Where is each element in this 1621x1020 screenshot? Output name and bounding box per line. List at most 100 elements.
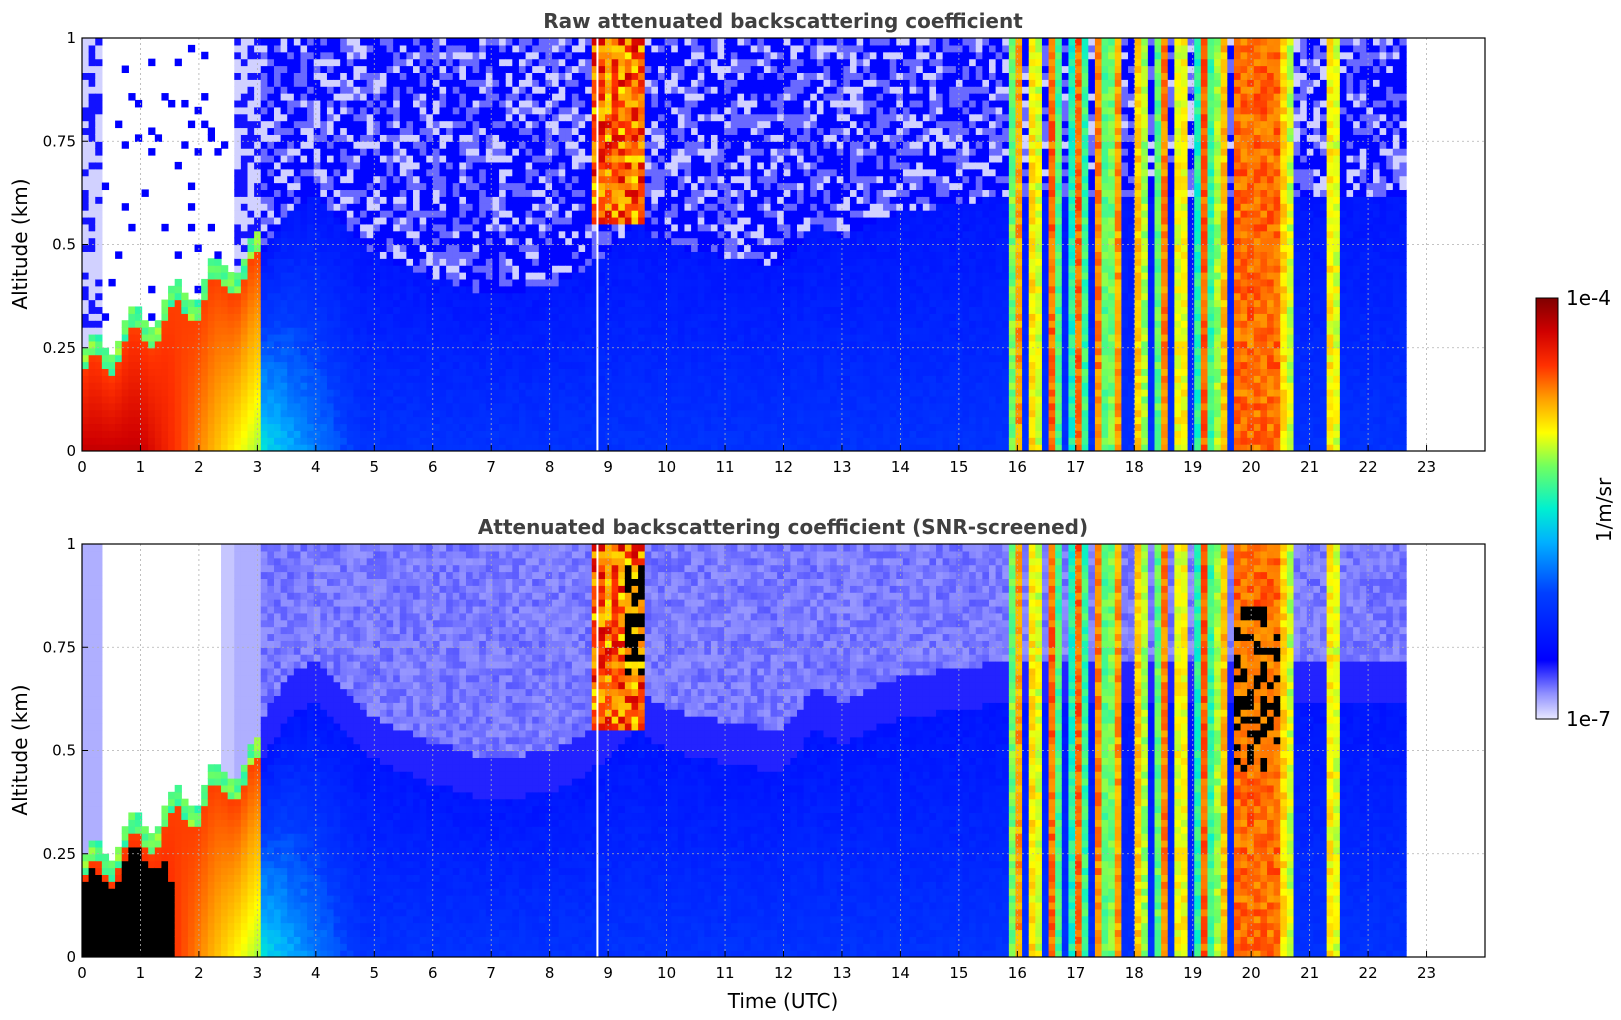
heatmap-cell [505, 258, 513, 266]
heatmap-cell [452, 313, 460, 321]
heatmap-cell [552, 79, 560, 87]
heatmap-cell [664, 409, 672, 418]
heatmap-cell [293, 79, 302, 87]
heatmap-cell [552, 86, 560, 94]
heatmap-cell [532, 161, 540, 170]
heatmap-cell [214, 278, 222, 287]
heatmap-cell [591, 423, 599, 431]
heatmap-cell [214, 437, 222, 445]
heatmap-cell [565, 389, 573, 397]
heatmap-cell [644, 127, 652, 135]
heatmap-cell [260, 347, 268, 356]
heatmap-cell [651, 230, 659, 239]
heatmap-cell [221, 382, 229, 390]
heatmap-cell [221, 416, 229, 425]
heatmap-cell [605, 134, 613, 142]
heatmap-cell [366, 113, 374, 122]
heatmap-cell [154, 361, 163, 369]
heatmap-cell [254, 306, 262, 314]
heatmap-cell [538, 38, 547, 46]
heatmap-cell [273, 402, 282, 411]
heatmap-cell [710, 409, 719, 418]
heatmap-cell [671, 93, 679, 101]
heatmap-cell [644, 285, 652, 294]
heatmap-cell [446, 320, 454, 328]
heatmap-cell [333, 389, 341, 397]
heatmap-cell [538, 437, 547, 445]
heatmap-cell [267, 416, 275, 425]
heatmap-cell [273, 168, 282, 177]
heatmap-cell [571, 389, 580, 397]
heatmap-cell [538, 402, 547, 411]
heatmap-cell [697, 361, 705, 369]
heatmap-cell [333, 333, 341, 342]
heatmap-cell [657, 216, 666, 225]
heatmap-cell [465, 430, 474, 438]
heatmap-cell [426, 210, 434, 218]
heatmap-cell [446, 333, 454, 342]
heatmap-cell [399, 93, 407, 101]
heatmap-cell [346, 430, 355, 438]
heatmap-cell [419, 272, 427, 280]
heatmap-cell [181, 402, 189, 411]
heatmap-cell [108, 389, 116, 397]
heatmap-cell [333, 368, 341, 376]
heatmap-cell [611, 237, 619, 246]
heatmap-cell [413, 134, 421, 142]
heatmap-cell [187, 44, 196, 53]
heatmap-cell [677, 120, 686, 129]
heatmap-cell [505, 382, 513, 390]
heatmap-cell [664, 58, 672, 67]
heatmap-cell [505, 216, 513, 225]
heatmap-cell [121, 141, 129, 149]
heatmap-cell [485, 402, 494, 411]
heatmap-cell [611, 99, 619, 108]
heatmap-cell [578, 416, 586, 425]
heatmap-cell [432, 120, 441, 129]
heatmap-cell [300, 134, 308, 142]
heatmap-cell [485, 230, 494, 239]
heatmap-cell [101, 416, 110, 425]
heatmap-cell [452, 113, 460, 122]
heatmap-cell [571, 141, 580, 149]
heatmap-cell [300, 333, 308, 342]
heatmap-cell [710, 430, 719, 438]
heatmap-cell [618, 99, 626, 108]
heatmap-cell [505, 106, 513, 115]
heatmap-cell [525, 354, 533, 363]
heatmap-cell [287, 340, 295, 349]
heatmap-cell [234, 127, 242, 135]
heatmap-cell [657, 361, 666, 369]
heatmap-cell [558, 265, 566, 273]
heatmap-cell [426, 148, 434, 156]
heatmap-cell [677, 127, 686, 135]
heatmap-cell [234, 299, 242, 308]
heatmap-cell [95, 375, 103, 383]
heatmap-cell [479, 182, 487, 191]
heatmap-cell [439, 86, 447, 94]
heatmap-cell [121, 395, 129, 404]
heatmap-cell [333, 175, 341, 184]
heatmap-cell [525, 423, 533, 431]
heatmap-cell [492, 278, 500, 287]
heatmap-cell [452, 44, 460, 53]
heatmap-cell [426, 244, 434, 252]
heatmap-cell [691, 265, 699, 273]
heatmap-cell [260, 148, 268, 156]
heatmap-cell [419, 113, 427, 122]
heatmap-cell [320, 182, 328, 191]
heatmap-cell [247, 409, 255, 418]
heatmap-cell [134, 437, 143, 445]
heatmap-cell [598, 216, 606, 225]
heatmap-cell [432, 395, 441, 404]
heatmap-cell [360, 141, 368, 149]
heatmap-cell [419, 402, 427, 411]
heatmap-cell [280, 313, 288, 321]
heatmap-cell [366, 51, 374, 60]
heatmap-cell [426, 409, 434, 418]
heatmap-cell [300, 361, 308, 369]
heatmap-cell [697, 395, 705, 404]
heatmap-cell [710, 382, 719, 390]
heatmap-cell [161, 340, 169, 349]
heatmap-cell [366, 44, 374, 53]
